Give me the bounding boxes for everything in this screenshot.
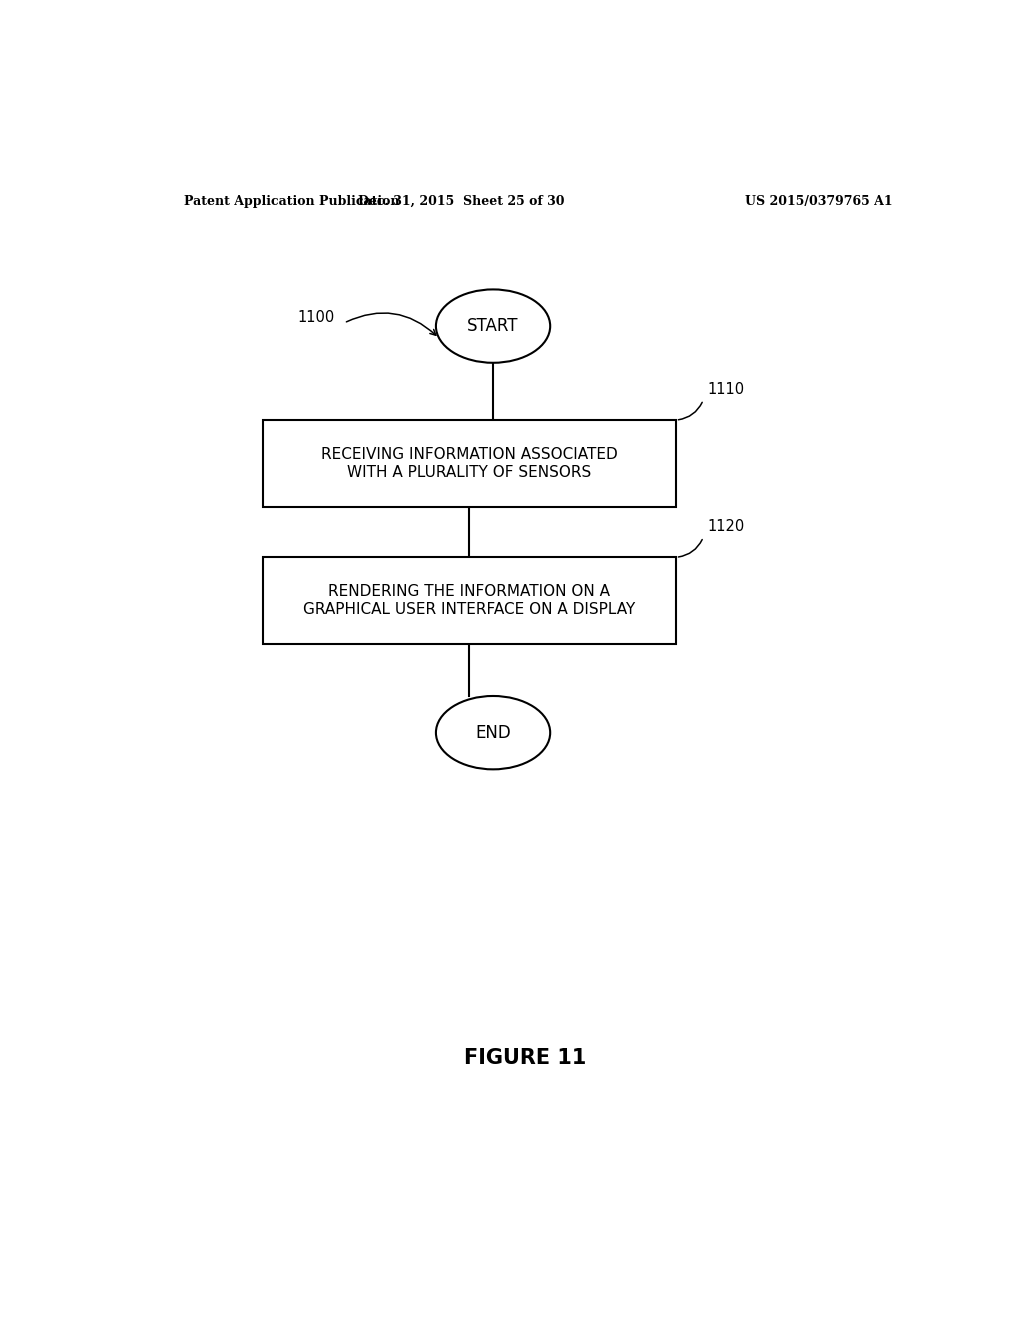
Text: 1100: 1100 bbox=[297, 310, 334, 326]
Text: RENDERING THE INFORMATION ON A
GRAPHICAL USER INTERFACE ON A DISPLAY: RENDERING THE INFORMATION ON A GRAPHICAL… bbox=[303, 585, 635, 616]
Text: RECEIVING INFORMATION ASSOCIATED
WITH A PLURALITY OF SENSORS: RECEIVING INFORMATION ASSOCIATED WITH A … bbox=[321, 447, 617, 479]
Bar bbox=[263, 420, 676, 507]
Text: START: START bbox=[467, 317, 519, 335]
Text: Patent Application Publication: Patent Application Publication bbox=[183, 194, 399, 207]
Text: 1120: 1120 bbox=[708, 519, 744, 535]
Text: FIGURE 11: FIGURE 11 bbox=[464, 1048, 586, 1068]
Bar bbox=[263, 557, 676, 644]
Text: Dec. 31, 2015  Sheet 25 of 30: Dec. 31, 2015 Sheet 25 of 30 bbox=[358, 194, 564, 207]
Ellipse shape bbox=[436, 696, 550, 770]
Ellipse shape bbox=[436, 289, 550, 363]
Text: END: END bbox=[475, 723, 511, 742]
Text: US 2015/0379765 A1: US 2015/0379765 A1 bbox=[744, 194, 892, 207]
Text: 1110: 1110 bbox=[708, 381, 744, 397]
